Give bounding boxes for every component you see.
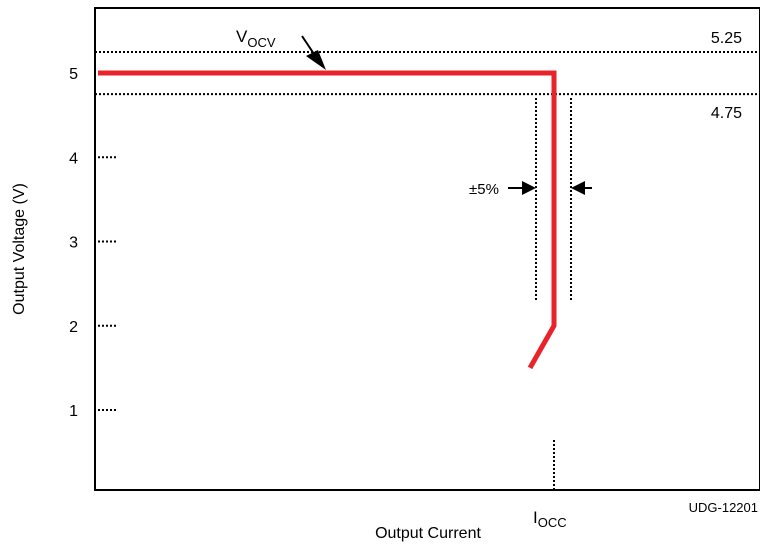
x-axis-label: Output Current: [375, 525, 481, 542]
y-axis-ticks: 1 2 3 4 5: [69, 66, 118, 420]
vocv-arrowhead: [306, 50, 326, 70]
reference-label-4.75: 4.75: [711, 105, 742, 122]
series-line-0: [98, 70, 557, 370]
y-tick-label-4: 4: [69, 150, 78, 167]
plot-frame: [94, 7, 760, 491]
reference-lines: 5.25 4.75: [95, 30, 760, 122]
vocv-label: VOCV: [236, 27, 276, 50]
series-group: [98, 70, 557, 370]
tolerance-label: ±5%: [469, 181, 499, 198]
y-tick-label-3: 3: [69, 235, 78, 252]
y-axis-label: Output Voltage (V): [11, 183, 28, 315]
tolerance-arrowhead-left: [522, 181, 536, 195]
iocc-label: IOCC: [533, 508, 567, 530]
y-tick-label-2: 2: [69, 319, 78, 336]
reference-label-5.25: 5.25: [711, 30, 742, 47]
tolerance-arrowhead-right: [571, 181, 585, 195]
y-tick-label-1: 1: [69, 403, 78, 420]
y-tick-label-5: 5: [69, 66, 78, 83]
figure-id: UDG-12201: [689, 500, 758, 515]
